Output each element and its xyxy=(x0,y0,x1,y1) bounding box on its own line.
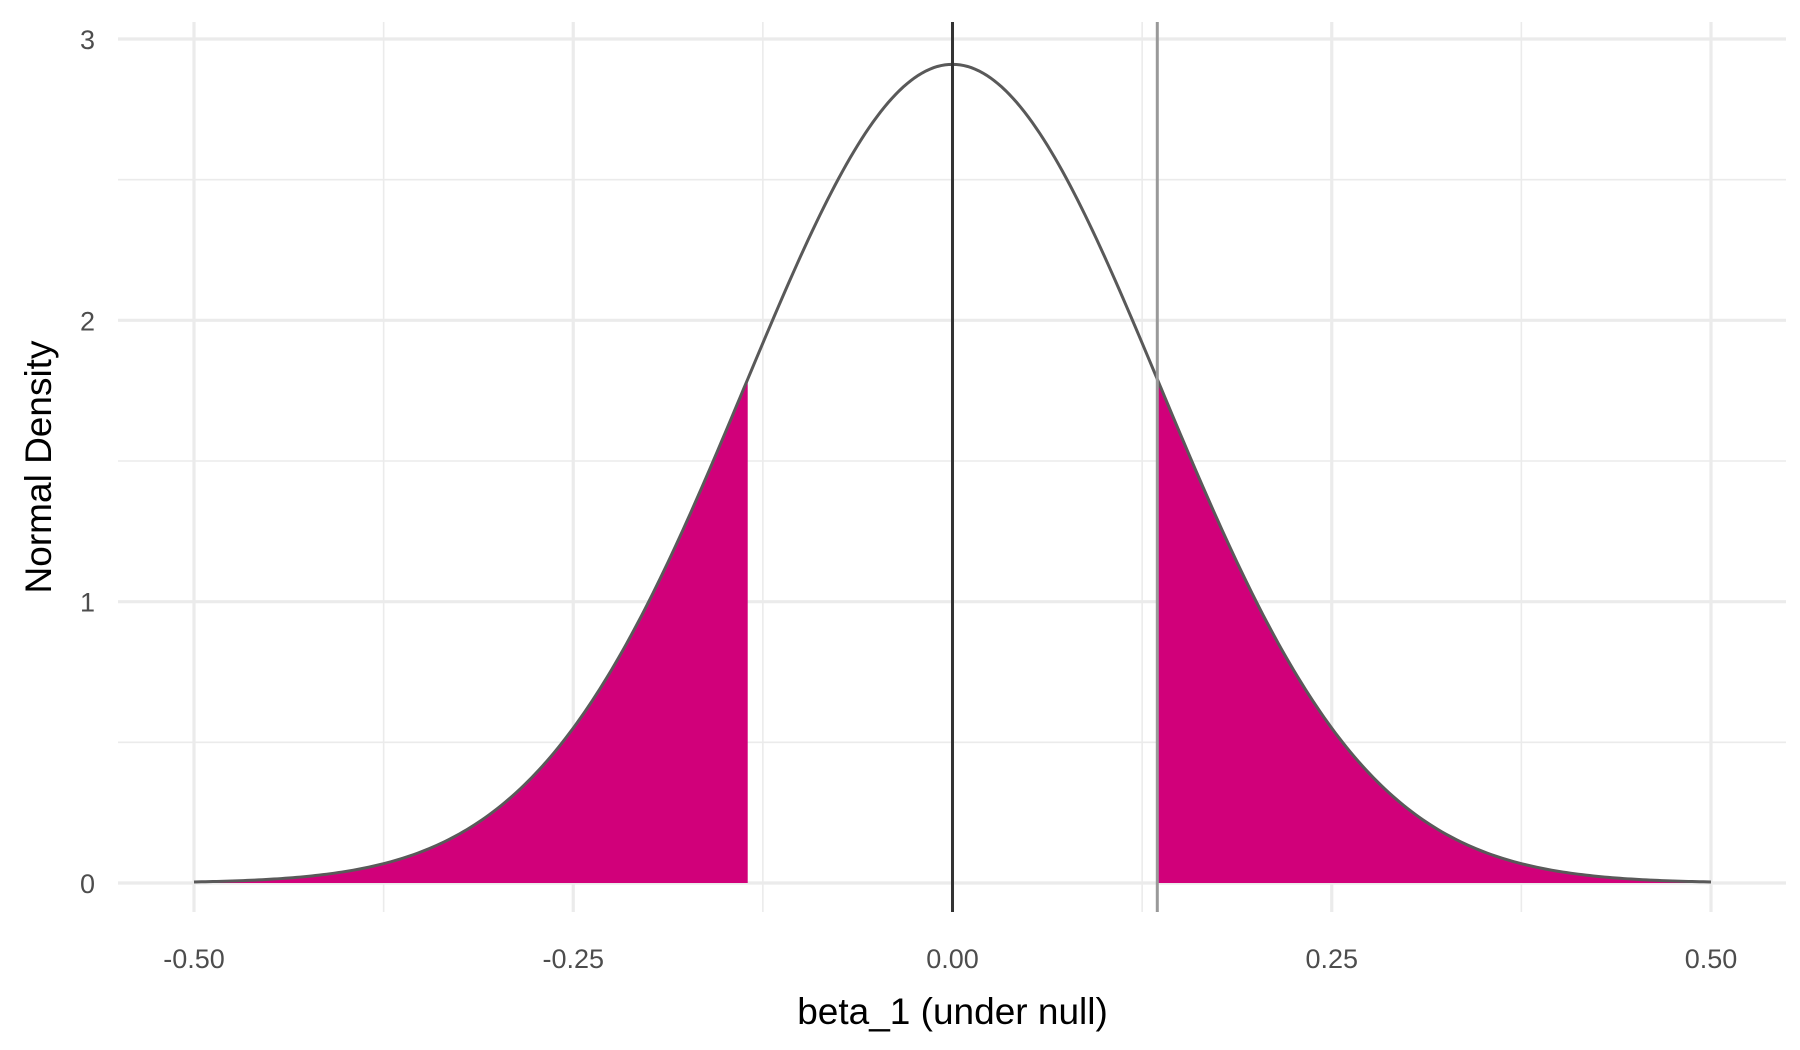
y-tick-label: 3 xyxy=(80,25,95,55)
x-tick-label: 0.25 xyxy=(1305,944,1358,974)
y-tick-label: 1 xyxy=(80,588,95,618)
y-axis-title: Normal Density xyxy=(18,340,59,593)
x-tick-label: 0.00 xyxy=(926,944,979,974)
right-tail-area xyxy=(1157,379,1711,883)
shaded-tail-areas xyxy=(194,379,1711,883)
x-axis-title: beta_1 (under null) xyxy=(797,991,1108,1032)
y-tick-label: 2 xyxy=(80,306,95,336)
y-tick-label: 0 xyxy=(80,869,95,899)
x-tick-label: -0.50 xyxy=(163,944,225,974)
x-tick-label: -0.25 xyxy=(542,944,604,974)
reference-lines xyxy=(951,22,1159,912)
tick-labels: -0.50 -0.25 0.00 0.25 0.50 0 1 2 3 xyxy=(80,25,1737,974)
left-tail-area xyxy=(194,379,748,883)
x-tick-label: 0.50 xyxy=(1685,944,1738,974)
